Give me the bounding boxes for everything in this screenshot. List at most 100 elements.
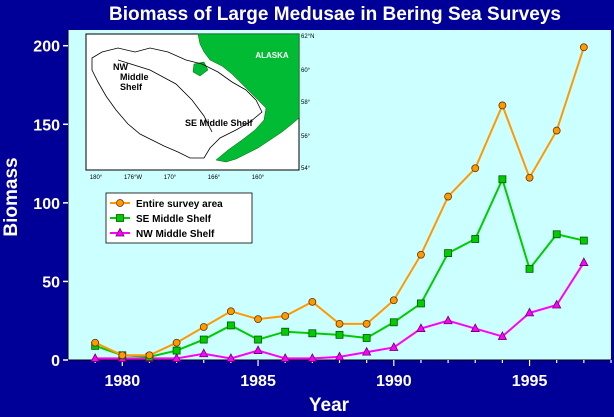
map-label-nw-line1: NW: [113, 62, 128, 72]
data-point: [335, 319, 344, 328]
data-point: [362, 319, 371, 328]
data-point: [171, 353, 182, 362]
map-label-alaska: ALASKA: [255, 51, 289, 60]
data-point: [552, 230, 561, 239]
map-label-nw-line2: Middle: [120, 72, 149, 82]
data-point: [334, 351, 345, 361]
legend-item: NW Middle Shelf: [110, 227, 215, 240]
map-lat-label: 58°: [301, 100, 311, 106]
y-tick-label: 50: [42, 274, 60, 291]
series-entire-survey-area: [91, 43, 588, 360]
map-label-nw-line3: Shelf: [120, 82, 143, 92]
y-tick-label: 150: [33, 117, 60, 134]
data-point: [416, 323, 426, 332]
data-point: [90, 353, 100, 362]
data-point: [199, 348, 209, 358]
data-point: [91, 338, 100, 347]
legend: Entire survey area SE Middle Shelf NW Midd…: [105, 192, 253, 244]
data-point: [172, 338, 181, 347]
data-point: [444, 192, 453, 201]
map-lon-label: 160°: [252, 175, 265, 181]
legend-item: SE Middle Shelf: [110, 214, 212, 225]
x-tick-label: 1990: [376, 373, 412, 390]
survey-boundary: [91, 47, 263, 159]
data-point: [525, 264, 534, 273]
data-point: [579, 43, 588, 52]
data-point: [443, 315, 453, 325]
data-point: [199, 323, 208, 331]
legend-marker: [115, 227, 125, 237]
inset-map: ALASKA NW Middle Shelf SE Middle Shelf 1…: [85, 33, 314, 181]
y-axis-label: Biomass: [1, 157, 22, 236]
map-lat-label: 56°: [301, 134, 311, 140]
y-axis-ticks: 0 50 100 150 200: [33, 39, 68, 370]
data-point: [226, 353, 236, 362]
series-layer: [90, 43, 589, 362]
data-point: [417, 250, 425, 259]
x-tick-label: 1980: [105, 373, 141, 390]
data-point: [417, 299, 425, 308]
data-point: [579, 257, 589, 266]
data-point: [552, 126, 561, 135]
data-point: [524, 307, 535, 317]
data-point: [579, 236, 588, 245]
y-tick-label: 200: [33, 39, 60, 56]
data-point: [281, 327, 290, 336]
x-tick-label: 1985: [240, 373, 276, 390]
y-tick-label: 0: [51, 353, 60, 370]
data-point: [281, 312, 290, 320]
data-point: [308, 297, 317, 306]
map-latitude-ticks: 62°N 60° 58° 56° 54°: [301, 34, 314, 172]
map-lat-label: 54°: [301, 166, 311, 172]
data-point: [253, 345, 263, 354]
chart-title: Biomass of Large Medusae in Bering Sea S…: [109, 4, 561, 25]
legend-items: Entire survey area SE Middle Shelf NW Midd…: [110, 199, 223, 240]
data-point: [308, 329, 317, 338]
map-lat-label: 60°: [301, 68, 311, 74]
map-lon-label: 170°: [164, 175, 177, 181]
legend-item: Entire survey area: [110, 199, 223, 210]
data-point: [389, 342, 399, 351]
map-lon-label: 166°: [208, 175, 221, 181]
data-point: [497, 331, 508, 340]
data-point: [280, 353, 290, 362]
x-axis-ticks: 1980 1985 1990 1995: [94, 360, 612, 390]
data-point: [389, 296, 398, 305]
data-point: [361, 346, 372, 356]
shelf-divider: [117, 59, 213, 133]
data-point: [172, 346, 181, 355]
x-axis-label: Year: [309, 395, 350, 416]
data-point: [335, 330, 344, 339]
map-label-se: SE Middle Shelf: [185, 118, 254, 128]
legend-marker: [116, 199, 124, 207]
data-point: [471, 164, 480, 173]
data-point: [444, 249, 453, 258]
legend-label: Entire survey area: [136, 199, 223, 210]
legend-label: SE Middle Shelf: [136, 214, 212, 225]
x-tick-label: 1995: [512, 373, 548, 390]
data-point: [552, 299, 562, 309]
data-point: [307, 353, 318, 362]
data-point: [471, 235, 480, 243]
data-point: [498, 175, 507, 184]
legend-label: NW Middle Shelf: [136, 229, 215, 240]
data-point: [145, 351, 154, 360]
data-point: [118, 351, 127, 360]
alaska-land: [197, 33, 300, 163]
data-point: [254, 335, 262, 344]
data-point: [254, 315, 262, 324]
legend-box: [105, 192, 253, 244]
map-longitude-ticks: 180° 176°W 170° 166° 160°: [90, 175, 265, 181]
y-tick-label: 100: [33, 196, 60, 213]
data-point: [226, 321, 235, 330]
map-lon-label: 180°: [90, 175, 103, 181]
data-point: [389, 318, 398, 327]
legend-marker: [116, 214, 124, 222]
data-point: [525, 173, 534, 182]
data-point: [226, 307, 235, 316]
data-point: [498, 101, 507, 110]
data-point: [199, 335, 208, 344]
series-nw-middle-shelf: [90, 257, 589, 362]
data-point: [470, 323, 480, 332]
